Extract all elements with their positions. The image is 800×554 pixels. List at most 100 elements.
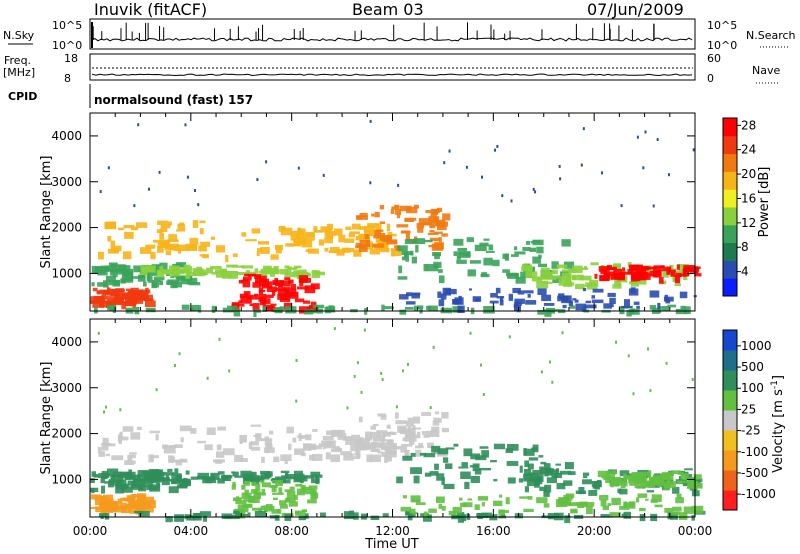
echo-cell — [116, 272, 126, 275]
echo-cell — [307, 273, 311, 277]
echo-cell — [438, 418, 442, 423]
echo-cell — [252, 282, 261, 288]
echo-cell — [265, 444, 273, 449]
echo-cell — [562, 304, 567, 309]
echo-cell — [290, 233, 300, 241]
echo-cell — [397, 276, 408, 280]
echo-cell — [239, 458, 248, 463]
echo-cell — [312, 304, 325, 308]
echo-cell — [311, 270, 321, 279]
echo-cell — [103, 280, 109, 288]
echo-cell — [343, 511, 354, 520]
echo-cell — [537, 277, 549, 280]
echo-cell — [128, 452, 137, 455]
echo-cell — [609, 512, 621, 518]
echo-cell — [174, 364, 177, 368]
echo-cell — [370, 454, 382, 463]
echo-cell — [145, 287, 149, 295]
echo-cell — [251, 489, 259, 494]
echo-cell — [97, 446, 102, 453]
beam-title: Beam 03 — [352, 0, 424, 19]
echo-cell — [107, 248, 119, 254]
echo-cell — [387, 439, 392, 448]
echo-cell — [438, 275, 445, 284]
echo-cell — [552, 275, 562, 284]
echo-cell — [114, 265, 127, 273]
echo-cell — [255, 275, 267, 283]
echo-cell — [278, 487, 283, 494]
echo-cell — [658, 277, 664, 284]
echo-cell — [370, 431, 382, 439]
echo-cell — [538, 254, 542, 259]
nave-trace — [91, 73, 693, 77]
echo-cell — [434, 463, 439, 470]
echo-cell — [413, 305, 417, 312]
echo-cell — [299, 435, 306, 439]
echo-cell — [441, 233, 448, 237]
echo-cell — [617, 273, 626, 281]
echo-cell — [197, 203, 200, 207]
echo-cell — [483, 257, 493, 266]
power-colorbar-label: Power [dB] — [757, 167, 772, 238]
echo-cell — [409, 439, 415, 445]
echo-cell — [632, 392, 635, 396]
echo-cell — [619, 470, 630, 477]
echo-cell — [644, 130, 647, 134]
echo-cell — [165, 250, 172, 256]
echo-cell — [238, 513, 248, 517]
echo-cell — [180, 437, 184, 443]
echo-cell — [669, 264, 674, 271]
echo-cell — [623, 501, 628, 509]
echo-cell — [311, 478, 320, 484]
colorbar-tick-label: 8 — [741, 240, 749, 254]
echo-cell — [168, 265, 180, 273]
echo-cell — [514, 304, 521, 311]
echo-cell — [150, 476, 159, 484]
echo-cell — [247, 512, 251, 517]
echo-cell — [495, 287, 501, 294]
echo-cell — [198, 245, 207, 252]
echo-cell — [356, 215, 368, 220]
echo-cell — [429, 230, 435, 233]
echo-cell — [156, 269, 165, 278]
echo-cell — [430, 220, 441, 227]
echo-cell — [148, 473, 161, 479]
echo-cell — [457, 247, 467, 252]
echo-cell — [429, 471, 439, 476]
echo-cell — [154, 476, 161, 481]
echo-cell — [94, 500, 102, 506]
echo-cell — [413, 475, 420, 484]
echo-cell — [287, 267, 298, 270]
echo-cell — [637, 476, 648, 485]
echo-cell — [588, 489, 598, 496]
echo-cell — [92, 287, 98, 292]
echo-cell — [298, 275, 309, 283]
echo-cell — [107, 480, 115, 488]
x-tick-label: 08:00 — [274, 524, 309, 538]
echo-cell — [567, 502, 579, 507]
echo-cell — [621, 305, 633, 309]
echo-cell — [237, 504, 249, 513]
echo-cell — [295, 298, 305, 303]
freq-unit: [MHz] — [3, 66, 35, 79]
echo-cell — [437, 448, 449, 455]
echo-cell — [525, 300, 537, 305]
echo-cell — [514, 246, 518, 251]
echo-cell — [127, 480, 133, 486]
echo-cell — [415, 449, 422, 457]
echo-cell — [282, 287, 291, 290]
echo-cell — [95, 506, 108, 513]
echo-cell — [571, 274, 584, 281]
echo-cell — [499, 494, 503, 498]
echo-cell — [199, 511, 212, 517]
echo-cell — [366, 454, 373, 463]
echo-cell — [563, 261, 575, 269]
echo-cell — [531, 475, 537, 483]
echo-cell — [261, 298, 271, 304]
echo-cell — [367, 241, 374, 250]
echo-cell — [670, 511, 680, 516]
echo-cell — [585, 502, 595, 507]
colorbar-segment — [723, 224, 737, 244]
echo-cell — [244, 480, 251, 486]
